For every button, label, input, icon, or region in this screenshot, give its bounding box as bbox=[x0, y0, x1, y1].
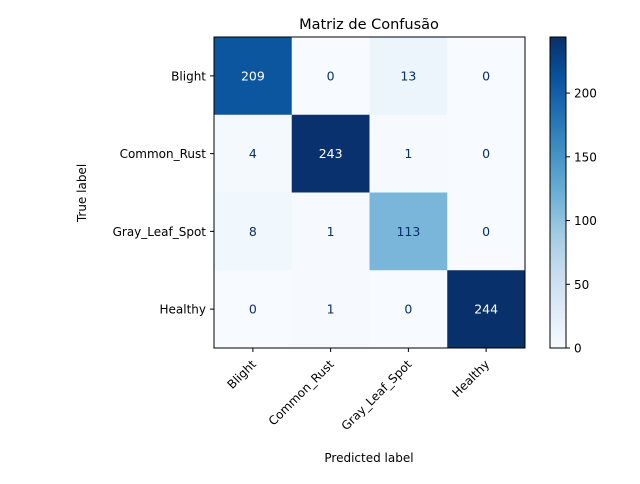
cell-value-label: 0 bbox=[482, 68, 490, 83]
y-axis-label: True label bbox=[75, 164, 89, 223]
cell-value-label: 244 bbox=[474, 302, 498, 317]
colorbar-ticks: 0 50 100 150 200 bbox=[566, 87, 597, 356]
cell-value-label: 0 bbox=[327, 68, 335, 83]
colorbar bbox=[549, 36, 567, 349]
cell-value-label: 113 bbox=[396, 224, 420, 239]
cell-value-label: 209 bbox=[241, 68, 265, 83]
cell-value-label: 0 bbox=[482, 146, 490, 161]
heatmap-cell bbox=[369, 270, 448, 349]
heatmap-cell bbox=[369, 37, 448, 116]
x-tick-label: Blight bbox=[224, 357, 259, 392]
colorbar-tick-label: 150 bbox=[574, 150, 597, 164]
heatmap-cell bbox=[369, 114, 448, 193]
cell-value-label: 1 bbox=[404, 146, 412, 161]
heatmap-cell bbox=[447, 192, 526, 271]
x-tick-label: Gray_Leaf_Spot bbox=[339, 357, 415, 433]
cell-value-label: 4 bbox=[249, 146, 257, 161]
heatmap-cell bbox=[447, 270, 526, 349]
x-tick-label: Common_Rust bbox=[266, 357, 337, 428]
y-axis-ticks: Blight Common_Rust Gray_Leaf_Spot Healthy bbox=[113, 69, 214, 317]
y-tick-label: Gray_Leaf_Spot bbox=[113, 225, 207, 239]
heatmap-cell bbox=[447, 37, 526, 116]
heatmap-cell bbox=[214, 270, 293, 349]
plot-frame bbox=[213, 36, 526, 349]
y-tick-label: Blight bbox=[171, 69, 206, 83]
colorbar-tick-label: 200 bbox=[574, 87, 597, 101]
cell-value-label: 1 bbox=[327, 224, 335, 239]
cell-value-label: 243 bbox=[319, 146, 343, 161]
heatmap-cell bbox=[291, 270, 370, 349]
chart-title: Matriz de Confusão bbox=[299, 17, 439, 33]
heatmap-cell bbox=[291, 37, 370, 116]
heatmap-cell bbox=[214, 114, 293, 193]
cell-value-label: 0 bbox=[404, 302, 412, 317]
heatmap-cell bbox=[214, 37, 293, 116]
colorbar-tick-label: 50 bbox=[574, 278, 589, 292]
colorbar-tick-label: 0 bbox=[574, 342, 582, 356]
heatmap-cell bbox=[369, 192, 448, 271]
heatmap-cell-labels: 209 0 13 0 4 243 1 0 8 1 113 0 0 1 0 244 bbox=[241, 68, 498, 316]
cell-value-label: 8 bbox=[249, 224, 257, 239]
heatmap-cells bbox=[214, 37, 526, 349]
y-tick-label: Healthy bbox=[159, 303, 206, 317]
cell-value-label: 13 bbox=[400, 68, 416, 83]
cell-value-label: 0 bbox=[482, 224, 490, 239]
heatmap-cell bbox=[291, 192, 370, 271]
cell-value-label: 0 bbox=[249, 302, 257, 317]
cell-value-label: 1 bbox=[327, 302, 335, 317]
heatmap-cell bbox=[447, 114, 526, 193]
colorbar-tick-label: 100 bbox=[574, 214, 597, 228]
x-axis-ticks: Blight Common_Rust Gray_Leaf_Spot Healthy bbox=[224, 348, 492, 433]
y-tick-label: Common_Rust bbox=[120, 147, 207, 161]
heatmap-cell bbox=[214, 192, 293, 271]
x-tick-label: Healthy bbox=[449, 357, 492, 400]
x-axis-label: Predicted label bbox=[324, 451, 413, 465]
heatmap-cell bbox=[291, 114, 370, 193]
